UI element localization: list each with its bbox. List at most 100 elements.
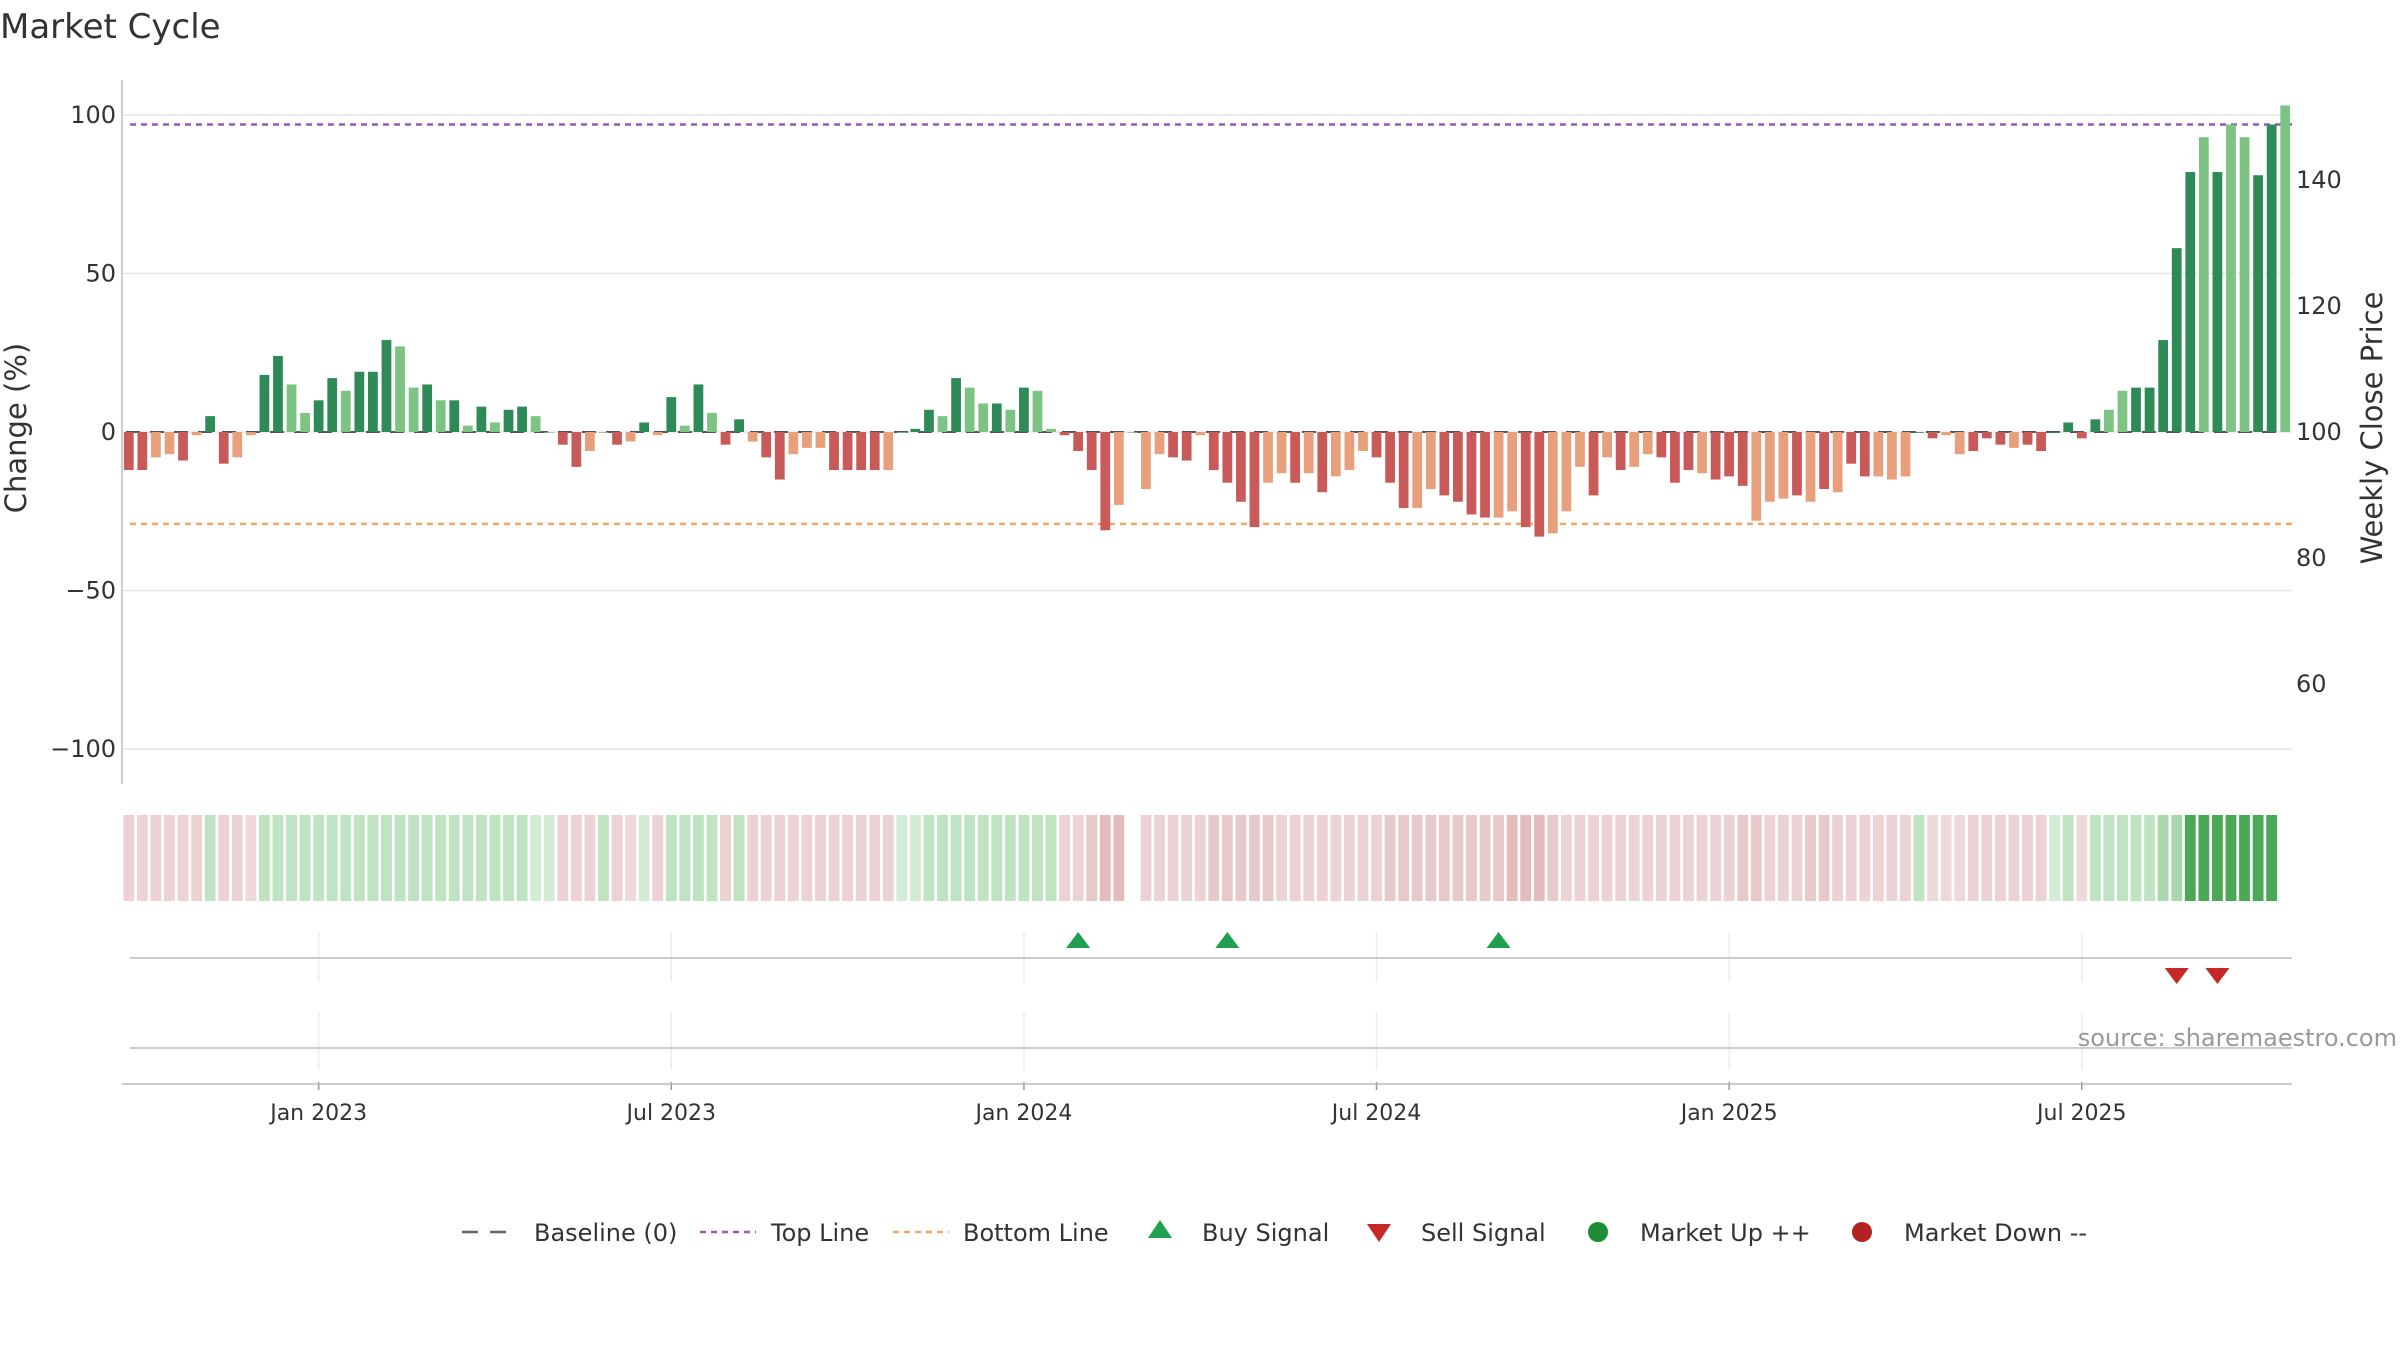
sell-signal-marker: [2164, 968, 2189, 984]
change-bar: [991, 403, 1002, 432]
change-bar: [1046, 428, 1056, 432]
change-bar: [1846, 432, 1857, 464]
heat-cell: [706, 815, 718, 901]
heat-cell: [2266, 815, 2278, 901]
heat-cell: [1384, 815, 1396, 901]
x-tick-label: Jan 2025: [1679, 1101, 1778, 1126]
heat-cell: [733, 815, 745, 901]
change-bar: [368, 371, 378, 432]
heat-cell: [2157, 815, 2169, 901]
change-bar: [1710, 432, 1721, 480]
heat-cell: [2184, 815, 2196, 901]
y-left-tick-label: 100: [70, 101, 116, 129]
change-bar: [1697, 432, 1707, 474]
change-bar: [856, 432, 867, 471]
heat-cell: [1696, 815, 1708, 901]
change-bar: [869, 432, 880, 471]
heat-cell: [191, 815, 203, 901]
change-bar: [924, 409, 934, 432]
signal-track: [130, 932, 2292, 984]
change-bar: [462, 425, 473, 432]
change-bar: [1195, 432, 1206, 436]
heat-cell: [1818, 815, 1830, 901]
heat-cell: [2076, 815, 2088, 901]
change-bar: [734, 419, 744, 432]
change-bar: [354, 371, 365, 432]
heat-cell: [2117, 815, 2128, 901]
change-bar: [313, 400, 324, 432]
heat-cell: [1547, 815, 1559, 901]
heat-cell: [584, 815, 596, 901]
x-tick-label: Jan 2024: [973, 1101, 1072, 1126]
heat-cell: [136, 815, 148, 901]
change-bar: [1005, 409, 1016, 432]
change-bar: [1751, 432, 1762, 521]
change-bar: [408, 387, 419, 432]
heat-cell: [1588, 815, 1599, 901]
change-bar: [571, 432, 582, 467]
change-bar: [1032, 390, 1043, 432]
y-right-tick-label: 100: [2296, 418, 2342, 446]
heat-cell: [1710, 815, 1722, 901]
change-bar: [707, 412, 717, 432]
change-bar: [2144, 387, 2155, 432]
change-bar: [2009, 432, 2019, 448]
change-bar: [788, 432, 799, 455]
change-bar: [747, 432, 758, 442]
heat-cell: [679, 815, 691, 901]
heat-cell: [353, 815, 365, 901]
change-bar: [2158, 340, 2169, 432]
change-bar: [476, 406, 487, 432]
change-bar: [1127, 432, 1138, 433]
heat-cell: [2239, 815, 2250, 901]
heat-cell: [1872, 815, 1884, 901]
legend-label: Sell Signal: [1421, 1219, 1546, 1247]
heat-cell: [381, 815, 392, 901]
change-bar: [910, 428, 921, 432]
change-bar: [381, 340, 392, 432]
heat-cell: [760, 815, 772, 901]
change-bar: [1317, 432, 1328, 493]
change-bar: [1832, 432, 1843, 493]
heat-cell: [977, 815, 989, 901]
change-bar: [2063, 422, 2074, 432]
change-bar: [679, 425, 690, 432]
change-bar: [1981, 432, 1992, 439]
change-bar: [1670, 432, 1680, 483]
heat-cell: [1750, 815, 1762, 901]
change-bar: [1561, 432, 1572, 512]
heat-cell: [801, 815, 813, 901]
heat-cell: [2022, 815, 2033, 901]
heat-cell: [1791, 815, 1803, 901]
heat-strip: [123, 815, 2278, 901]
change-bar: [585, 432, 595, 452]
change-bar: [1371, 432, 1382, 458]
heat-cell: [1004, 815, 1016, 901]
heat-cell: [1683, 815, 1694, 901]
change-bar: [422, 384, 433, 432]
heat-cell: [1099, 815, 1111, 901]
heat-cell: [1655, 815, 1667, 901]
heat-cell: [1954, 815, 1966, 901]
heat-cell: [2008, 815, 2020, 901]
heat-cell: [1194, 815, 1206, 901]
heat-cell: [1398, 815, 1410, 901]
change-bar: [1805, 432, 1816, 502]
change-bar: [1019, 387, 1029, 432]
change-bar: [503, 409, 514, 432]
change-bar: [1222, 432, 1233, 483]
change-bar: [774, 432, 785, 480]
heat-cell: [503, 815, 514, 901]
heat-cell: [923, 815, 935, 901]
change-bar: [1276, 432, 1287, 474]
change-bar: [1941, 432, 1952, 436]
heat-cell: [1994, 815, 2006, 901]
change-bar: [1602, 432, 1612, 458]
heat-cell: [787, 815, 799, 901]
heat-cell: [313, 815, 325, 901]
heat-cell: [896, 815, 908, 901]
change-bar: [1493, 432, 1504, 518]
legend-sell-swatch: [1367, 1224, 1391, 1242]
change-bar: [1914, 432, 1924, 433]
